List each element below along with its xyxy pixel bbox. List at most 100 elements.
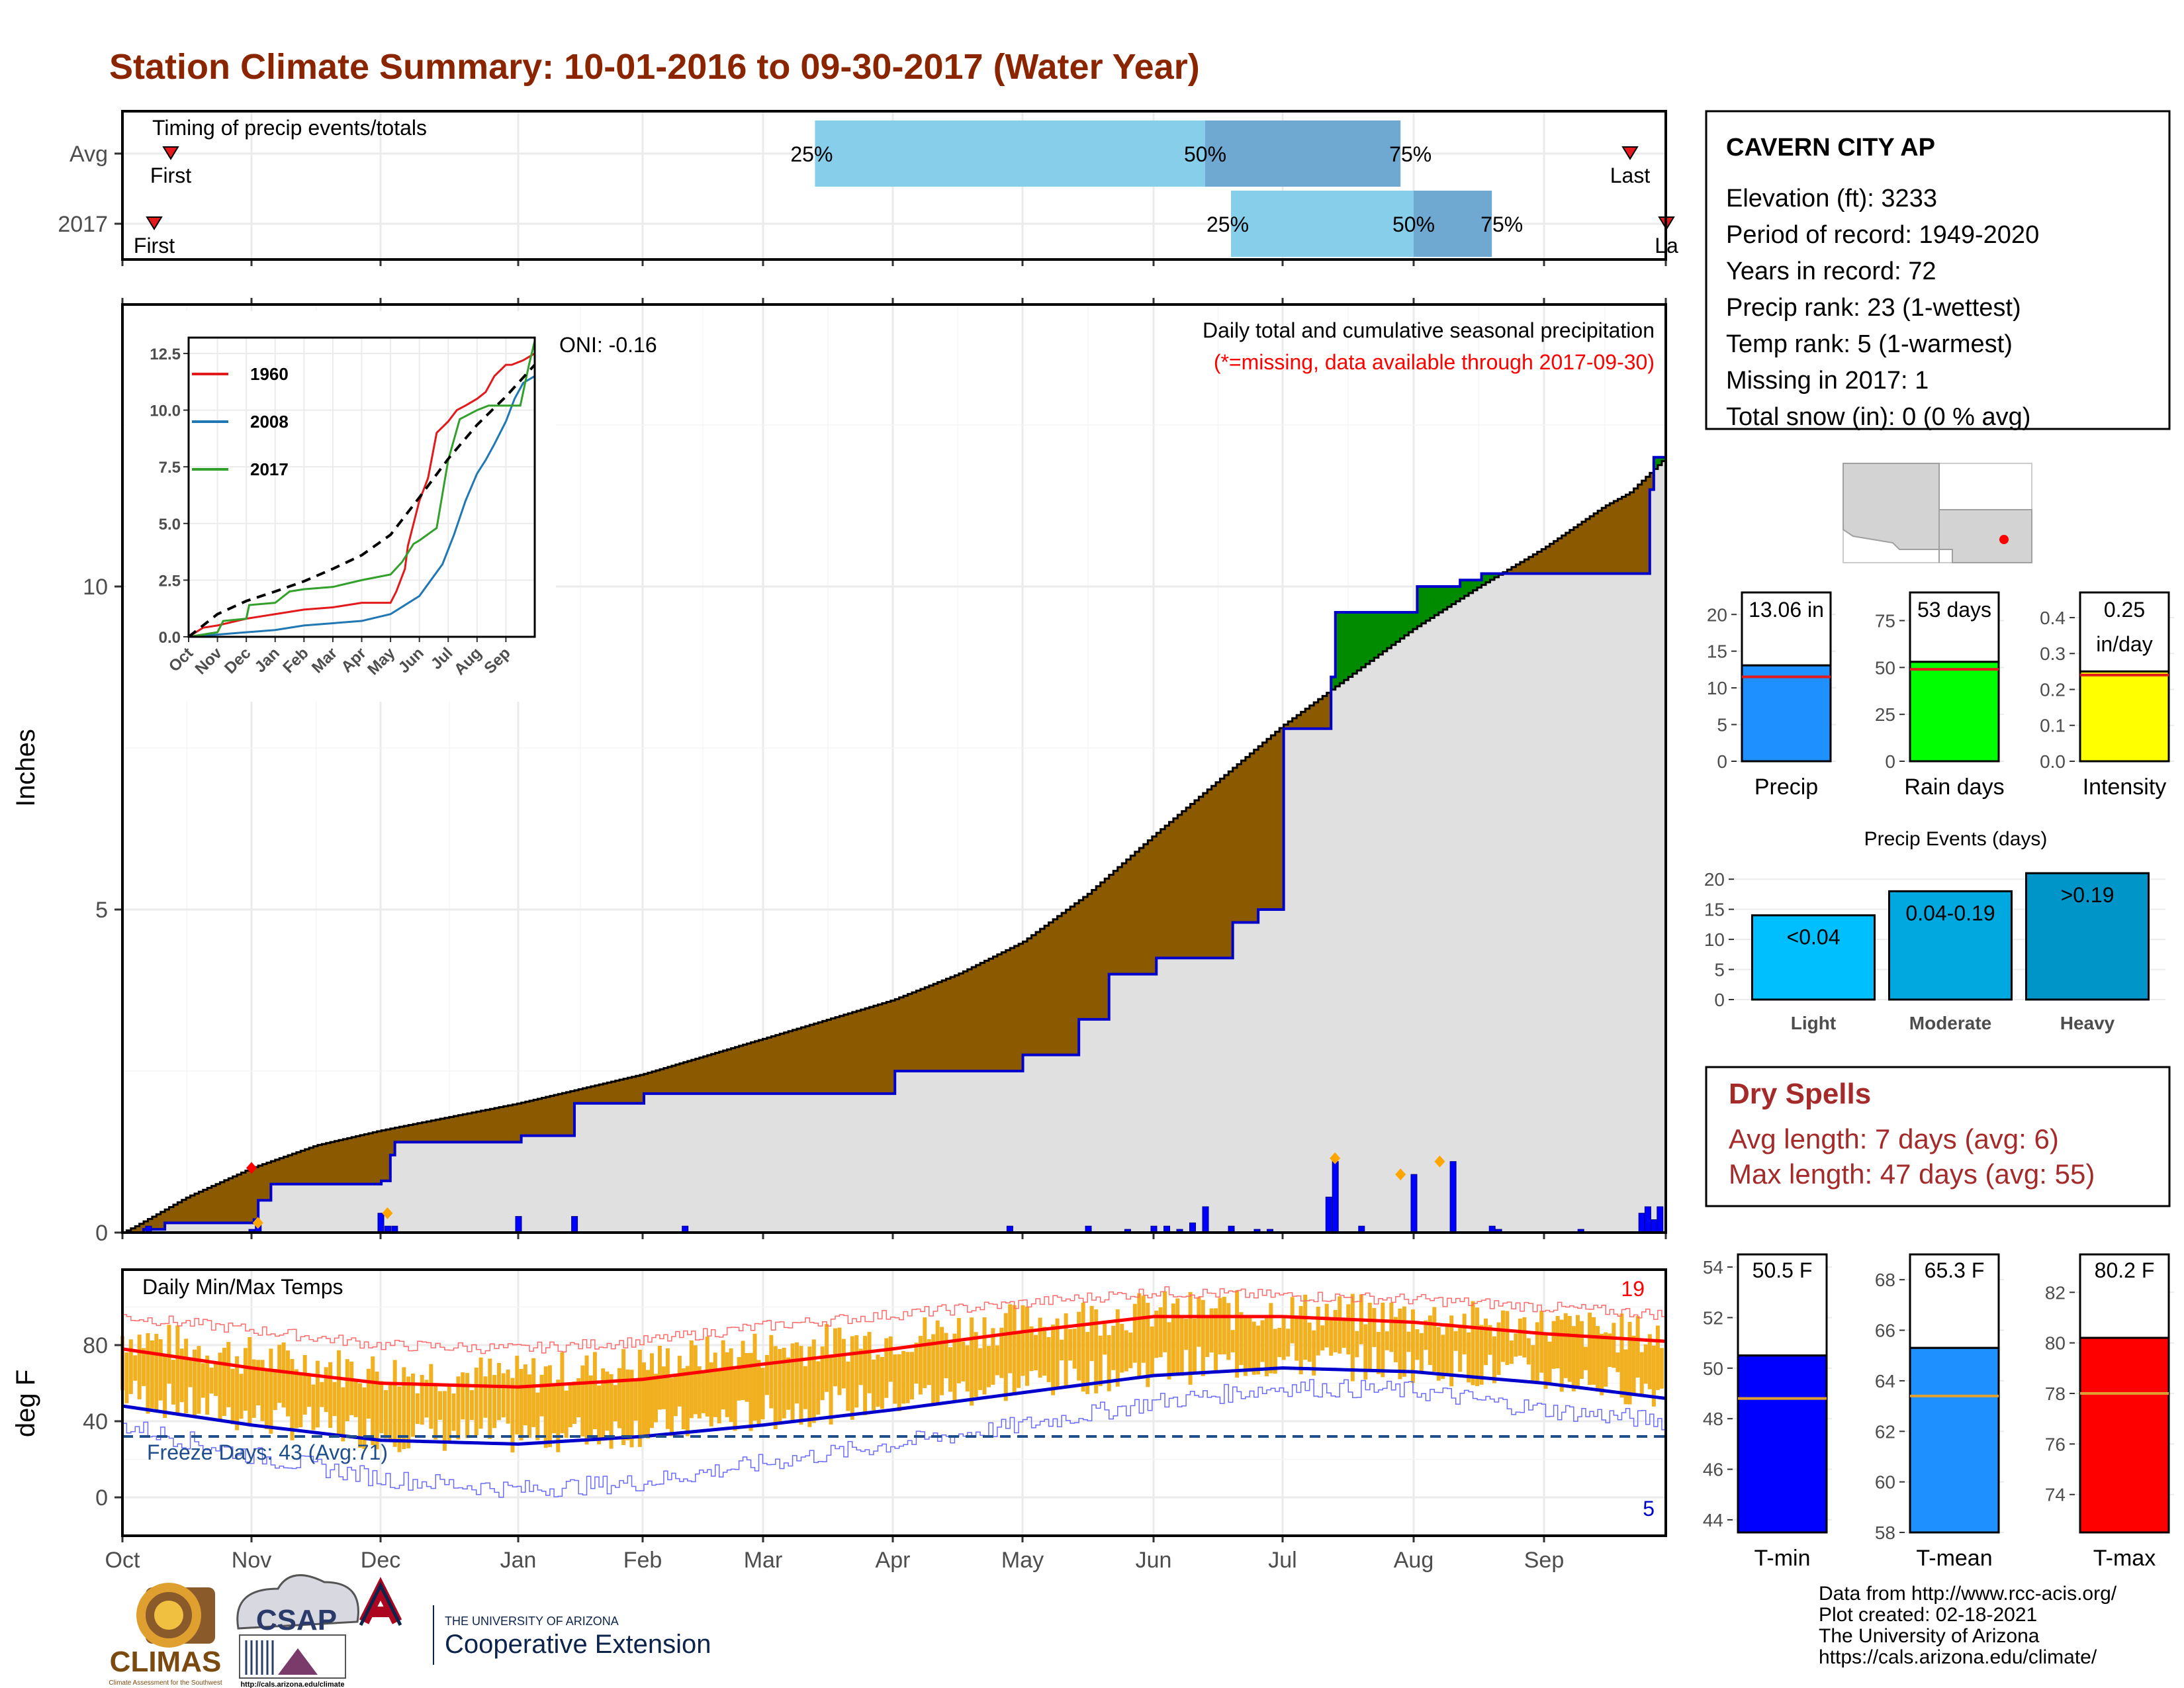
page-title: Station Climate Summary: 10-01-2016 to 0… — [109, 47, 1200, 87]
daily-temp-bar — [850, 1336, 854, 1420]
daily-temp-bar — [1089, 1305, 1094, 1362]
daily-temp-bar — [733, 1370, 737, 1431]
daily-temp-bar — [790, 1343, 795, 1421]
daily-temp-bar — [737, 1357, 741, 1401]
mini-tick-label: 80 — [2045, 1333, 2066, 1354]
daily-temp-bar — [474, 1368, 478, 1436]
daily-temp-bar — [1124, 1330, 1128, 1372]
daily-temp-bar — [1085, 1332, 1090, 1395]
daily-temp-bar — [496, 1363, 501, 1421]
x-tick-label: Apr — [876, 1548, 911, 1573]
mini-tick-label: 64 — [1875, 1371, 1895, 1391]
daily-temp-bar — [721, 1340, 725, 1410]
daily-temp-bar — [1209, 1308, 1214, 1353]
daily-precip-bar — [1332, 1161, 1339, 1233]
x-tick-label: Jun — [1136, 1548, 1172, 1573]
oni-label: ONI: -0.16 — [559, 333, 657, 357]
daily-temp-bar — [1333, 1309, 1338, 1352]
daily-temp-bar — [637, 1349, 642, 1447]
daily-temp-bar — [192, 1349, 197, 1417]
daily-temp-bar — [1612, 1323, 1616, 1368]
temp-frame — [121, 1268, 1667, 1537]
daily-temp-bar — [837, 1327, 842, 1395]
daily-temp-bar — [1320, 1325, 1325, 1351]
events-tick-label: 0 — [1714, 990, 1725, 1010]
daily-temp-bar — [649, 1353, 654, 1429]
daily-temp-bar — [488, 1358, 492, 1439]
first-event-marker — [162, 146, 179, 160]
daily-temp-bar — [931, 1334, 936, 1403]
daily-precip-bar — [515, 1216, 522, 1233]
daily-temp-bar — [1068, 1329, 1073, 1361]
daily-temp-bar — [320, 1382, 324, 1407]
daily-temp-bar — [543, 1366, 548, 1448]
daily-temp-bar — [379, 1381, 384, 1433]
x-tick-label: Mar — [744, 1548, 783, 1573]
daily-temp-bar — [965, 1345, 970, 1391]
event-bar-label: <0.04 — [1787, 925, 1841, 949]
daily-temp-bar — [713, 1352, 717, 1417]
daily-temp-bar — [918, 1336, 923, 1395]
daily-temp-bar — [1235, 1290, 1240, 1378]
daily-temp-bar — [302, 1355, 307, 1415]
daily-temp-bar — [841, 1338, 846, 1389]
daily-temp-bar — [294, 1369, 298, 1429]
ua-logo-outline-icon — [359, 1581, 402, 1626]
daily-temp-bar — [251, 1359, 256, 1418]
daily-temp-bar — [311, 1384, 316, 1430]
daily-temp-bar — [128, 1339, 133, 1394]
daily-temp-bar — [1571, 1326, 1576, 1391]
quartile-label-75: 75% — [1480, 212, 1523, 236]
daily-temp-bar — [1226, 1303, 1231, 1360]
daily-temp-bar — [124, 1352, 129, 1403]
daily-temp-bar — [349, 1361, 354, 1415]
daily-temp-bar — [982, 1317, 987, 1395]
credits-block: Data from http://www.rcc-acis.org/ Plot … — [1819, 1583, 2116, 1668]
daily-temp-bar — [1072, 1329, 1077, 1369]
daily-temp-bar — [1029, 1326, 1034, 1372]
station-info-line: Elevation (ft): 3233 — [1726, 185, 1937, 212]
daily-precip-bar — [1202, 1206, 1209, 1233]
daily-temp-bar — [749, 1352, 753, 1431]
extreme-marker — [1330, 1152, 1341, 1164]
mini-bar-label-box — [1909, 1253, 2000, 1349]
daily-temp-bar — [1539, 1311, 1544, 1373]
daily-temp-bar — [1410, 1309, 1415, 1383]
x-tick-label: Jan — [500, 1548, 537, 1573]
daily-temp-bar — [1179, 1315, 1184, 1376]
daily-temp-bar — [171, 1360, 175, 1405]
inset-legend-label: 2017 — [250, 459, 289, 479]
daily-temp-bar — [1218, 1297, 1222, 1355]
daily-temp-bar — [239, 1374, 244, 1419]
daily-temp-bar — [677, 1356, 682, 1407]
mini-tick-label: 60 — [1875, 1472, 1895, 1493]
daily-temp-bar — [1346, 1304, 1351, 1355]
daily-temp-bar — [709, 1362, 713, 1427]
daily-temp-bar — [1163, 1291, 1167, 1352]
event-bar-label: 0.04-0.19 — [1905, 901, 1995, 925]
daily-temp-bar — [633, 1380, 638, 1421]
daily-temp-bar — [150, 1340, 154, 1409]
daily-precip-bar — [1644, 1206, 1651, 1233]
daily-temp-bar — [1046, 1336, 1051, 1382]
daily-temp-bar — [1500, 1310, 1505, 1362]
observed-cumulative-line — [122, 389, 1667, 1234]
daily-temp-bar — [527, 1374, 531, 1438]
daily-temp-bar — [1367, 1302, 1372, 1372]
daily-temp-bar — [1107, 1335, 1111, 1391]
daily-temp-bar — [1021, 1305, 1025, 1376]
mini-tick-label: 52 — [1703, 1307, 1723, 1328]
csap-logo-text: CSAP — [256, 1604, 337, 1636]
precip-events-bars: Precip Events (days) 0 5 10 15 20 <0.04 Light 0.… — [1704, 828, 2165, 1033]
daily-temp-bar — [786, 1357, 791, 1410]
daily-temp-bar — [501, 1373, 506, 1418]
daily-temp-bar — [729, 1348, 733, 1423]
daily-temp-bar — [681, 1368, 686, 1430]
daily-temp-bar — [816, 1361, 821, 1415]
daily-temp-bar — [341, 1387, 345, 1442]
daily-temp-bar — [235, 1356, 240, 1430]
daily-temp-bar — [1522, 1317, 1527, 1358]
daily-temp-bar — [884, 1338, 889, 1398]
daily-temp-bar — [429, 1364, 433, 1429]
daily-temp-bar — [778, 1348, 782, 1425]
